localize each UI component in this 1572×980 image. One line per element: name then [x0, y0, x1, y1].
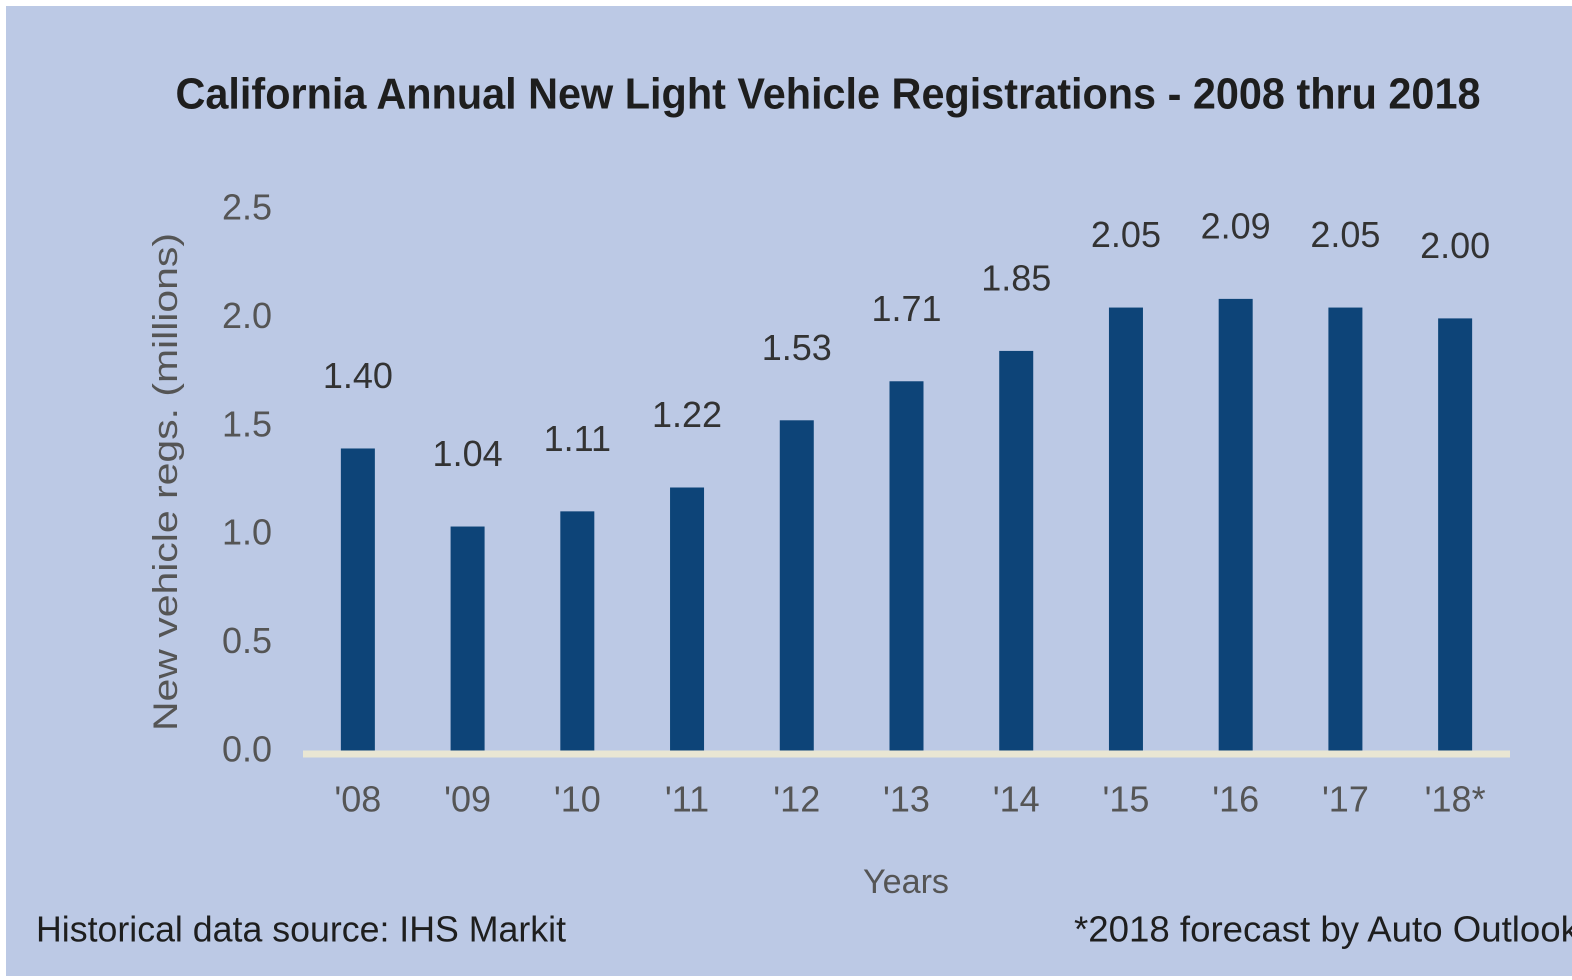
bar — [450, 526, 485, 752]
bar — [1218, 298, 1253, 752]
y-tick-label: 0.5 — [222, 620, 272, 661]
bar — [560, 511, 595, 752]
x-tick-label: '14 — [993, 779, 1040, 820]
bar — [779, 420, 814, 752]
x-tick-label: '13 — [883, 779, 930, 820]
x-tick-label: '08 — [334, 779, 381, 820]
bar — [670, 487, 705, 752]
value-label: 1.71 — [871, 288, 941, 329]
x-axis-label: Years — [863, 863, 949, 901]
value-label: 1.11 — [544, 418, 611, 459]
y-tick-label: 2.0 — [222, 295, 272, 336]
value-label: 1.40 — [323, 355, 393, 396]
y-tick-label: 0.0 — [222, 729, 272, 770]
bar — [889, 381, 924, 752]
bar — [340, 448, 375, 752]
x-tick-label: '11 — [665, 779, 709, 820]
value-label: 2.05 — [1310, 214, 1380, 255]
value-label: 1.04 — [433, 433, 503, 474]
x-tick-label: '12 — [773, 779, 820, 820]
value-label: 1.22 — [652, 394, 722, 435]
value-label: 2.09 — [1201, 205, 1271, 246]
value-label: 2.05 — [1091, 214, 1161, 255]
bar — [1438, 318, 1473, 752]
x-tick-label: '09 — [444, 779, 491, 820]
source-note: Historical data source: IHS Markit — [36, 909, 566, 950]
x-tick-label: '15 — [1102, 779, 1149, 820]
chart-title: California Annual New Light Vehicle Regi… — [176, 70, 1481, 119]
y-tick-label: 2.5 — [222, 187, 272, 228]
forecast-note: *2018 forecast by Auto Outlook — [1074, 909, 1572, 950]
bar — [1328, 307, 1363, 752]
value-label: 2.00 — [1420, 225, 1490, 266]
x-tick-label: '16 — [1212, 779, 1259, 820]
bar — [999, 350, 1034, 752]
value-label: 1.85 — [981, 257, 1051, 298]
y-axis-label: New vehicle regs. (millions) — [147, 233, 185, 731]
bar — [1108, 307, 1143, 752]
y-tick-label: 1.5 — [222, 403, 272, 444]
x-tick-label: '17 — [1322, 779, 1369, 820]
y-tick-label: 1.0 — [222, 512, 272, 553]
value-label: 1.53 — [762, 327, 832, 368]
x-tick-label: '10 — [554, 779, 601, 820]
x-tick-label: '18* — [1425, 779, 1486, 820]
